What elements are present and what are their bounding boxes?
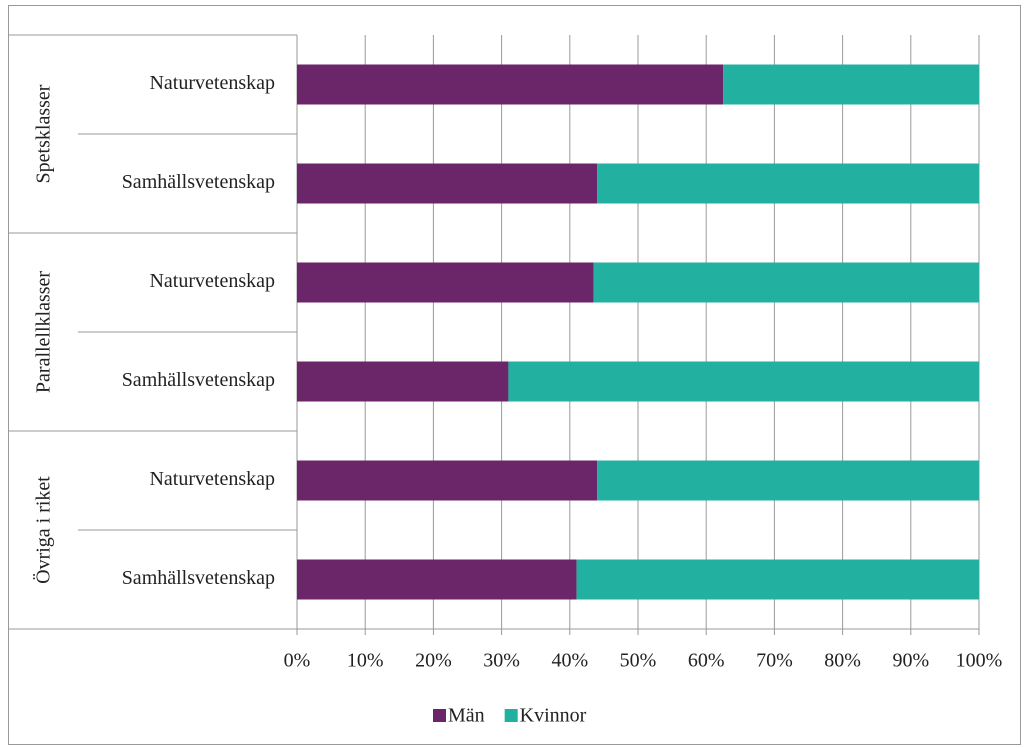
group-label: Övriga i riket [32, 476, 55, 584]
bar-segment [297, 559, 577, 600]
bar-segment [576, 559, 979, 600]
legend-label: Kvinnor [520, 705, 587, 727]
y-tick-label: Naturvetenskap [149, 72, 275, 94]
group-label: Spetsklasser [33, 84, 55, 183]
bar-segment [508, 361, 979, 402]
bar-segment [597, 460, 979, 501]
bar-segment [297, 262, 594, 303]
bar-segment [297, 361, 509, 402]
x-tick-label: 50% [620, 650, 657, 672]
bar-segment [297, 163, 598, 204]
y-tick-label: Samhällsvetenskap [122, 369, 275, 391]
y-tick-label: Naturvetenskap [149, 270, 275, 292]
legend-label: Män [448, 705, 485, 727]
legend-swatch [433, 709, 446, 722]
group-label: Parallellklasser [33, 271, 55, 394]
x-tick-label: 10% [347, 650, 384, 672]
bar-segment [297, 460, 598, 501]
x-tick-label: 60% [688, 650, 725, 672]
bar-segment [597, 163, 979, 204]
legend-swatch [504, 709, 518, 722]
bar-segment [593, 262, 979, 303]
x-tick-label: 20% [415, 650, 452, 672]
y-tick-label: Samhällsvetenskap [122, 567, 275, 589]
y-tick-label: Samhällsvetenskap [122, 171, 275, 193]
x-tick-label: 100% [956, 650, 1003, 672]
x-tick-label: 40% [551, 650, 588, 672]
x-tick-label: 0% [284, 650, 311, 672]
bar-segment [297, 64, 724, 105]
x-tick-label: 70% [756, 650, 793, 672]
x-tick-label: 80% [824, 650, 861, 672]
y-tick-label: Naturvetenskap [149, 468, 275, 490]
x-tick-label: 90% [892, 650, 929, 672]
x-tick-label: 30% [483, 650, 520, 672]
bar-segment [723, 64, 979, 105]
